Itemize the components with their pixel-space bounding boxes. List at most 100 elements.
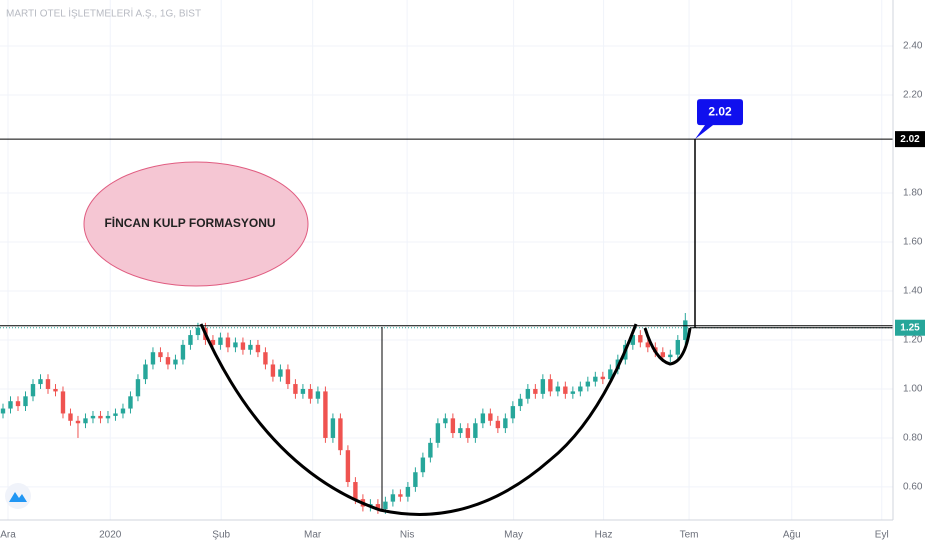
candle-body <box>600 376 606 380</box>
candle-body <box>165 357 171 365</box>
x-tick-label: Haz <box>595 530 613 541</box>
candle-body <box>563 386 568 394</box>
candle-body <box>0 408 6 414</box>
note-text: FİNCAN KULP FORMASYONU <box>104 215 275 230</box>
candle-body <box>23 396 28 407</box>
price-badge-label: 1.25 <box>900 322 920 333</box>
candle-body <box>533 388 538 394</box>
candle-body <box>53 388 58 392</box>
candle-body <box>390 494 396 502</box>
candle-body <box>323 391 328 438</box>
chart-title: MARTI OTEL İŞLETMELERİ A.Ş., 1G, BIST <box>6 7 201 20</box>
candle-body <box>570 391 576 394</box>
candle-body <box>540 379 546 394</box>
cup-curve <box>199 323 638 516</box>
x-tick-label: Şub <box>212 530 230 541</box>
y-tick-label: 1.00 <box>903 384 923 395</box>
logo-icon <box>9 492 27 502</box>
y-tick-label: 1.20 <box>903 335 923 346</box>
candle-body <box>300 388 306 394</box>
candle-body <box>450 418 456 434</box>
x-tick-label: Ara <box>0 530 16 541</box>
candle-body <box>45 379 51 389</box>
candle-body <box>503 418 508 429</box>
candle-body <box>225 337 231 348</box>
candle-body <box>120 408 126 414</box>
candle-body <box>668 354 673 358</box>
y-tick-label: 1.60 <box>903 237 923 248</box>
x-tick-label: Nis <box>400 530 414 541</box>
candle-body <box>578 386 583 392</box>
candle-body <box>510 406 516 419</box>
candle-body <box>428 442 433 458</box>
candle-body <box>30 384 36 397</box>
candle-body <box>608 369 613 380</box>
candle-body <box>345 450 351 483</box>
candle-body <box>240 342 246 350</box>
candle-body <box>593 376 598 382</box>
candle-body <box>315 391 321 399</box>
candle-body <box>158 352 163 358</box>
candle-body <box>638 335 643 343</box>
candle-body <box>338 418 343 451</box>
callout <box>695 99 743 140</box>
candle-body <box>75 420 81 424</box>
candle-body <box>188 335 193 345</box>
candle-body <box>525 388 531 399</box>
logo-circle <box>5 483 31 509</box>
candle-body <box>150 352 156 365</box>
x-tick-label: Ağu <box>783 530 801 541</box>
overlay: 2.02 1.25 2.02 <box>0 99 925 336</box>
candle-body <box>308 388 313 399</box>
y-tick-label: 2.40 <box>903 41 923 52</box>
candle-body <box>113 413 118 416</box>
candle-body <box>233 342 238 348</box>
note-ellipse <box>83 161 309 287</box>
candle-body <box>488 413 493 421</box>
y-tick-label: 1.40 <box>903 286 923 297</box>
candle-body <box>60 391 66 414</box>
candle-body <box>195 327 201 336</box>
candle-body <box>375 504 381 509</box>
candle-body <box>480 413 486 424</box>
candle-body <box>270 364 276 377</box>
candle-body <box>630 335 636 345</box>
candle-body <box>90 415 96 419</box>
candle-body <box>495 420 501 429</box>
candle-body <box>413 472 418 487</box>
candle-body <box>660 352 666 358</box>
y-tick-label: 0.60 <box>903 482 923 493</box>
target-badge-label: 2.02 <box>900 134 920 145</box>
x-tick-label: Tem <box>680 530 699 541</box>
candle-body <box>405 486 411 497</box>
candle-body <box>15 401 21 407</box>
candle-body <box>68 413 73 421</box>
candle-body <box>420 457 426 473</box>
y-tick-label: 1.80 <box>903 188 923 199</box>
candle-body <box>105 415 111 419</box>
candle-body <box>645 342 651 348</box>
candle-body <box>255 344 261 353</box>
candle-body <box>210 339 216 345</box>
candle-body <box>83 418 88 424</box>
y-tick-label: 0.80 <box>903 433 923 444</box>
candle-body <box>398 494 403 497</box>
candle-body <box>180 344 186 360</box>
candle-body <box>465 428 471 438</box>
candle-body <box>683 320 688 340</box>
target-badge <box>895 131 925 148</box>
candle-body <box>98 415 103 419</box>
candle-body <box>473 423 478 438</box>
candle-body <box>458 428 463 434</box>
candle-body <box>548 379 553 392</box>
callout-label: 2.02 <box>708 104 732 118</box>
candle-body <box>675 339 681 355</box>
x-tick-label: 2020 <box>99 530 122 541</box>
candle-body <box>38 379 43 385</box>
price-badge <box>895 319 925 336</box>
candle-body <box>353 482 358 500</box>
candle-body <box>518 398 523 407</box>
candle-body <box>443 418 448 424</box>
candle-body <box>383 501 388 509</box>
